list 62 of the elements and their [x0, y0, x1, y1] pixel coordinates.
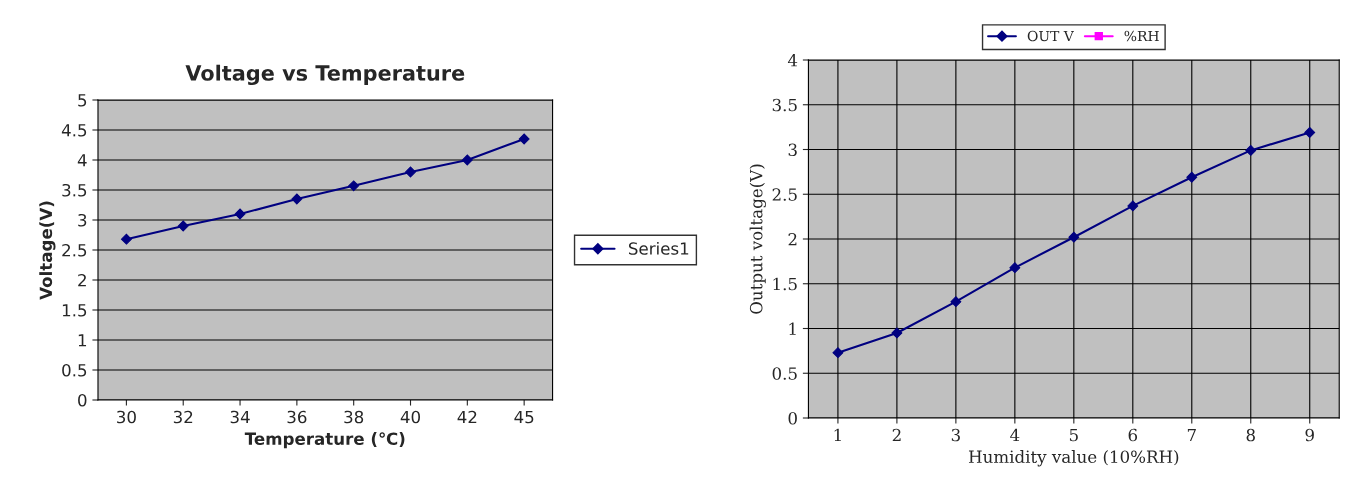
x-axis-title: Humidity value (10%RH): [968, 450, 1179, 467]
point: [1186, 171, 1198, 183]
x-tick-label: 30: [117, 410, 136, 424]
legend-label: Series1: [628, 241, 689, 255]
point: [1009, 262, 1021, 274]
point: [461, 154, 473, 166]
y-axis-title: Output voltage(V): [749, 164, 766, 314]
x-tick-label: 36: [287, 410, 307, 424]
point: [1127, 200, 1139, 212]
x-tick-label: 45: [514, 410, 534, 424]
y-tick-label: 1: [789, 322, 796, 335]
y-tick-label: 3.5: [62, 183, 87, 197]
x-tick-label: 9: [1305, 428, 1314, 442]
x-tick-label: 6: [1128, 428, 1138, 442]
x-tick-label: 8: [1246, 428, 1255, 442]
y-tick-label: 0: [78, 393, 87, 407]
y-axis-title: Voltage(V): [39, 201, 56, 300]
y-tick-label: 4.5: [61, 124, 87, 137]
y-tick-label: 3.5: [772, 98, 797, 112]
y-tick-label: 5: [78, 94, 87, 107]
point: [177, 220, 189, 232]
x-tick-label: 3: [951, 428, 960, 442]
point: [1245, 144, 1257, 156]
y-tick-label: 1.5: [62, 304, 87, 317]
x-tick-label: 42: [457, 410, 477, 424]
x-tick-label: 2: [892, 428, 901, 442]
y-tick-label: 0.5: [772, 367, 797, 380]
y-tick-label: 2: [78, 273, 86, 287]
point: [1304, 127, 1316, 138]
x-tick-label: 34: [230, 410, 250, 424]
point: [518, 133, 530, 145]
point: [291, 193, 303, 205]
y-tick-label: 4: [787, 53, 798, 67]
legend-label: %RH: [1124, 30, 1159, 42]
x-tick-label: 40: [400, 410, 421, 424]
legend-label: OUT V: [1027, 30, 1074, 42]
point: [891, 327, 903, 339]
x-tick-label: 38: [344, 410, 364, 424]
point: [405, 166, 416, 178]
y-tick-label: 4: [77, 154, 87, 167]
y-tick-label: 1.5: [773, 277, 797, 291]
x-axis-title: Temperature (℃): [244, 432, 405, 449]
point: [234, 208, 246, 220]
y-tick-label: 2.5: [62, 243, 87, 257]
point: [832, 347, 844, 359]
point: [1068, 231, 1080, 243]
y-tick-label: 1: [78, 334, 87, 347]
y-tick-label: 3: [788, 143, 797, 157]
x-tick-label: 32: [173, 410, 193, 424]
y-tick-label: 2: [788, 232, 797, 246]
x-tick-label: 7: [1187, 428, 1196, 442]
y-tick-label: 0: [788, 411, 797, 425]
point: [950, 296, 962, 308]
x-tick-label: 5: [1069, 428, 1078, 442]
x-tick-label: 4: [1010, 428, 1020, 442]
y-tick-label: 3: [78, 213, 87, 227]
chart-title: Voltage vs Temperature: [185, 64, 465, 86]
point: [120, 233, 132, 245]
x-tick-label: 1: [834, 428, 841, 442]
y-tick-label: 2.5: [772, 188, 797, 201]
y-tick-label: 0.5: [62, 363, 87, 377]
point: [348, 180, 360, 192]
